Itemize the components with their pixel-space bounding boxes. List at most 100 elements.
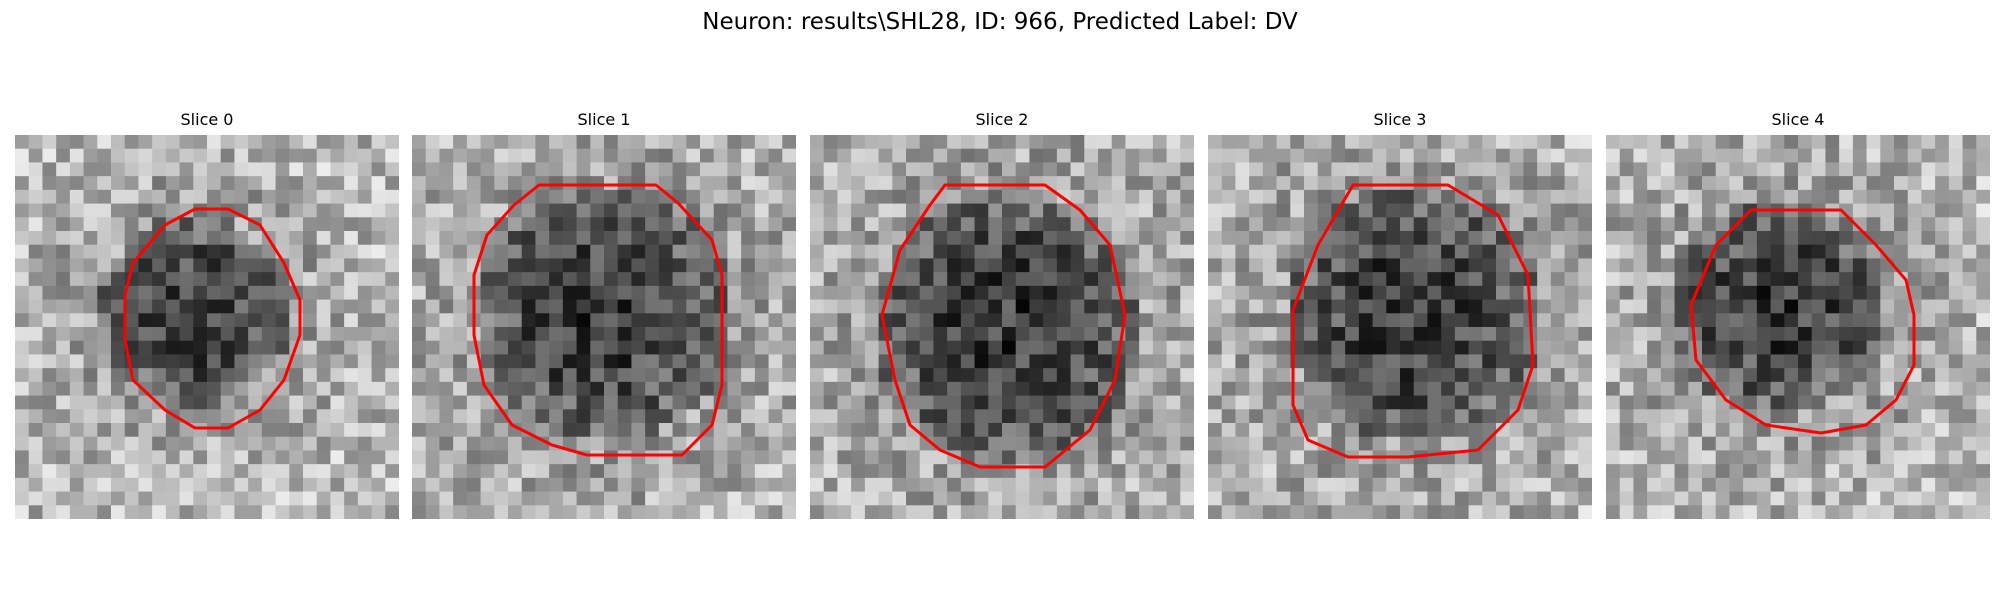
pixel	[1482, 313, 1497, 328]
pixel	[1111, 162, 1127, 177]
pixel	[1550, 423, 1566, 438]
pixel	[1125, 176, 1140, 191]
slice-image-2	[810, 135, 1194, 519]
pixel	[165, 395, 181, 410]
pixel	[1606, 436, 1621, 452]
pixel	[1262, 491, 1278, 506]
pixel	[330, 148, 345, 164]
pixel	[316, 285, 332, 301]
pixel	[97, 285, 112, 301]
pixel	[521, 272, 537, 287]
pixel	[1152, 135, 1168, 150]
pixel	[425, 148, 441, 164]
pixel	[1578, 505, 1592, 519]
pixel	[604, 148, 619, 164]
pixel	[42, 189, 57, 205]
pixel	[604, 491, 619, 506]
pixel	[1468, 203, 1483, 218]
pixel	[220, 505, 236, 519]
pixel	[1811, 313, 1827, 328]
pixel	[165, 491, 181, 506]
pixel	[1715, 258, 1731, 273]
pixel	[1647, 354, 1662, 369]
pixel	[631, 409, 646, 424]
pixel	[289, 477, 304, 493]
pixel	[1015, 217, 1031, 232]
pixel	[947, 272, 962, 287]
pixel	[1386, 505, 1401, 519]
pixel	[1880, 450, 1895, 465]
pixel	[864, 436, 880, 452]
pixel	[1331, 491, 1346, 506]
pixel	[303, 423, 318, 438]
pixel	[810, 395, 825, 410]
pixel	[1304, 135, 1319, 150]
pixel	[1894, 299, 1909, 314]
pixel	[658, 368, 674, 383]
pixel	[1441, 313, 1456, 328]
pixel	[919, 381, 935, 397]
pixel	[1811, 299, 1827, 314]
pixel	[892, 189, 907, 205]
pixel	[1235, 203, 1250, 218]
pixel	[974, 285, 989, 301]
pixel	[1770, 436, 1785, 452]
pixel	[261, 285, 277, 301]
pixel	[1578, 176, 1592, 191]
pixel	[1043, 436, 1058, 452]
pixel	[1660, 217, 1676, 232]
pixel	[234, 162, 249, 177]
pixel	[165, 148, 181, 164]
pixel	[275, 285, 290, 301]
pixel	[645, 231, 660, 246]
pixel	[1523, 162, 1538, 177]
pixel	[1180, 340, 1194, 356]
pixel	[138, 477, 153, 493]
pixel	[1056, 285, 1072, 301]
pixel	[234, 327, 249, 342]
pixel	[1454, 231, 1470, 246]
pixel	[111, 299, 126, 314]
pixel	[851, 505, 866, 519]
pixel	[1084, 381, 1099, 397]
slice-title-2: Slice 2	[975, 110, 1029, 129]
pixel	[1029, 148, 1044, 164]
pixel	[864, 505, 880, 519]
pixel	[864, 272, 880, 287]
pixel	[672, 299, 687, 314]
pixel	[1537, 203, 1552, 218]
pixel	[878, 395, 893, 410]
pixel	[1400, 231, 1415, 246]
pixel	[1331, 272, 1346, 287]
pixel	[179, 231, 194, 246]
pixel	[412, 354, 427, 369]
pixel	[1235, 354, 1250, 369]
pixel	[453, 244, 468, 260]
pixel	[1386, 217, 1401, 232]
pixel	[631, 313, 646, 328]
pixel	[851, 258, 866, 273]
pixel	[1825, 244, 1840, 260]
pixel	[193, 464, 208, 479]
pixel	[1152, 340, 1168, 356]
pixel	[974, 162, 989, 177]
pixel	[1276, 148, 1291, 164]
pixel	[1166, 272, 1181, 287]
pixel	[1358, 505, 1374, 519]
pixel	[316, 327, 332, 342]
pixel	[1811, 231, 1827, 246]
pixel	[1002, 203, 1017, 218]
pixel	[1002, 272, 1017, 287]
pixel	[439, 354, 454, 369]
pixel	[1413, 299, 1429, 314]
pixel	[837, 450, 852, 465]
pixel	[220, 258, 236, 273]
pixel	[754, 258, 770, 273]
pixel	[521, 189, 537, 205]
pixel	[357, 176, 373, 191]
pixel	[1235, 423, 1250, 438]
pixel	[275, 354, 290, 369]
pixel	[1276, 189, 1291, 205]
pixel	[892, 464, 907, 479]
pixel	[1221, 450, 1237, 465]
